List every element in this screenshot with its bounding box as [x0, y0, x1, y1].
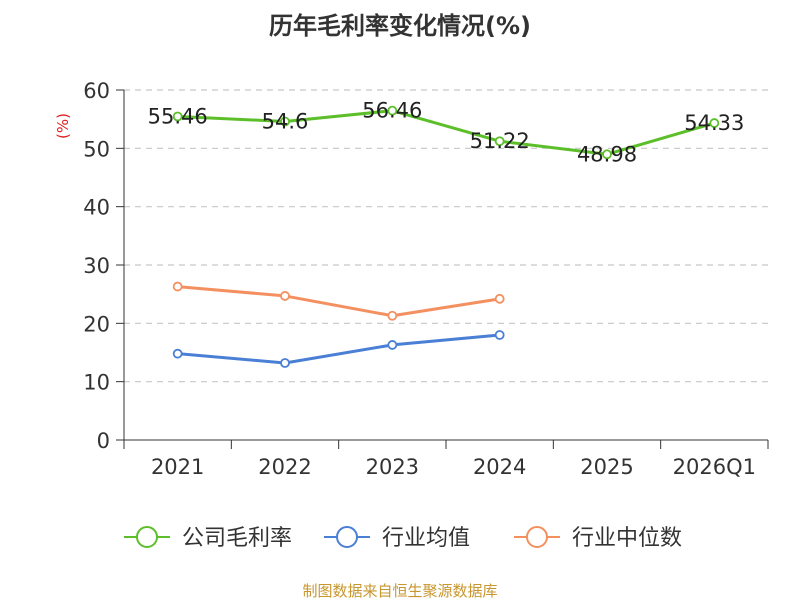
- y-tick-label: 10: [83, 371, 110, 395]
- x-tick-label: 2024: [473, 455, 526, 479]
- source-note: 制图数据来自恒生聚源数据库: [302, 582, 498, 600]
- legend-marker: [336, 526, 358, 548]
- x-tick-label: 2025: [580, 455, 633, 479]
- data-point: [494, 136, 505, 147]
- data-label: 51.22: [470, 129, 530, 153]
- x-tick-label: 2026Q1: [673, 455, 756, 479]
- data-point: [172, 348, 183, 359]
- legend-label: 行业中位数: [572, 526, 682, 551]
- data-point: [172, 111, 183, 122]
- data-point: [387, 310, 398, 321]
- data-labels: 55.46 54.6 56.46 51.22 48.98 54.33: [148, 99, 745, 167]
- data-point: [494, 330, 505, 340]
- data-label: 55.46: [148, 104, 208, 128]
- data-label: 54.6: [262, 110, 309, 134]
- data-point: [709, 118, 720, 128]
- legend-marker: [526, 526, 548, 548]
- data-point: [280, 291, 290, 301]
- data-label: 48.98: [577, 142, 637, 166]
- data-point: [494, 293, 505, 304]
- legend: 公司毛利率 行业均值 行业中位数: [124, 526, 682, 551]
- x-tick-label: 2023: [366, 455, 419, 479]
- data-point: [280, 358, 290, 368]
- y-tick-label: 60: [83, 79, 110, 103]
- series-line-2: [177, 285, 500, 318]
- data-point: [602, 149, 612, 160]
- data-point: [280, 116, 290, 127]
- x-tick-label: 2021: [151, 455, 204, 479]
- x-tick-label: 2022: [258, 455, 311, 479]
- grid-lines: [124, 89, 768, 383]
- legend-label: 行业均值: [382, 526, 470, 551]
- series-lines: [172, 105, 720, 368]
- y-tick-label: 50: [83, 137, 110, 161]
- data-point: [387, 340, 398, 350]
- y-tick-label: 20: [83, 312, 110, 336]
- y-tick-label: 0: [97, 429, 110, 453]
- y-tick-label: 30: [83, 254, 110, 278]
- data-label: 54.33: [684, 111, 744, 135]
- chart-title: 历年毛利率变化情况(%): [269, 12, 531, 40]
- series-line-0: [177, 109, 715, 156]
- data-point: [387, 105, 398, 116]
- y-tick-label: 40: [83, 196, 110, 220]
- data-point: [172, 281, 183, 292]
- y-axis-label: (%): [54, 113, 72, 139]
- legend-marker: [136, 526, 158, 548]
- legend-label: 公司毛利率: [182, 526, 292, 551]
- axes: 0 10 20 30 40 50 60 2021 2022 2023 2024 2025 2026Q1 (…: [54, 79, 769, 479]
- series-line-1: [177, 333, 500, 365]
- data-label: 56.46: [362, 99, 422, 123]
